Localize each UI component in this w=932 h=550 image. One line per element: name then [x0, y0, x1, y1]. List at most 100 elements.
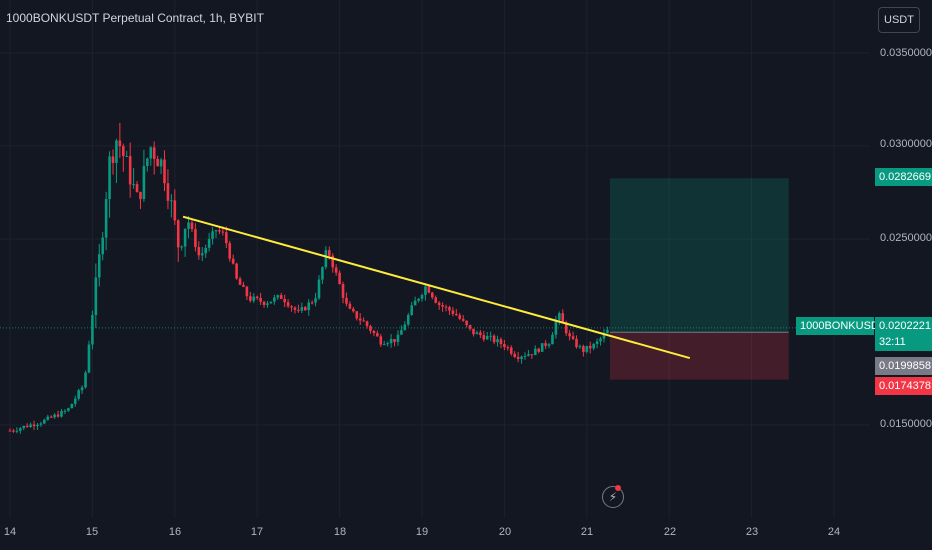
candle-body [485, 336, 489, 340]
candle-body [156, 158, 159, 167]
candle-body [297, 309, 300, 311]
candle-body [599, 338, 602, 342]
candle-body [506, 347, 510, 349]
candle-body [558, 313, 561, 320]
candle-body [400, 330, 403, 335]
candle-body [266, 303, 269, 305]
candle-body [67, 408, 70, 411]
candle-body [152, 147, 156, 159]
candle-body [307, 302, 310, 311]
candle-body [310, 302, 314, 304]
candle-body [218, 230, 221, 232]
time-tick: 15 [85, 526, 99, 538]
loss-zone [609, 332, 789, 380]
candle-body [149, 147, 153, 159]
candle-body [214, 230, 218, 232]
candle-body [125, 156, 129, 158]
lightning-icon[interactable]: ⚡ [602, 486, 624, 508]
candle-body [461, 318, 465, 321]
candle-body [544, 343, 547, 346]
candle-body [523, 355, 527, 357]
candle-body [352, 308, 355, 312]
candle-body [91, 315, 94, 345]
candle-body [393, 339, 396, 342]
candle-body [420, 294, 424, 299]
candle-body [530, 354, 534, 356]
candle-body [279, 295, 283, 299]
time-tick: 17 [250, 526, 264, 538]
last-price-tag: 0.0202221 32:11 [875, 317, 932, 351]
candle-body [118, 140, 122, 147]
time-tick: 19 [415, 526, 429, 538]
candle-body [146, 158, 149, 167]
candle-body [468, 325, 472, 329]
candle-body [235, 263, 238, 279]
candle-body [286, 302, 290, 307]
candle-body [561, 313, 565, 323]
candle-body [479, 332, 482, 336]
candle-body [197, 247, 201, 256]
candle-body [94, 277, 98, 316]
candle-body [242, 284, 245, 287]
candle-body [496, 339, 499, 343]
candle-body [43, 419, 46, 424]
candle-body [437, 302, 441, 306]
candle-body [180, 246, 183, 248]
candle-body [606, 329, 609, 334]
candle-body [221, 231, 225, 233]
long-position-tool[interactable] [609, 178, 789, 380]
profit-zone [609, 178, 789, 333]
candle-body [190, 222, 194, 230]
candle-body [36, 424, 39, 427]
candle-body [389, 339, 393, 344]
candle-body [321, 267, 324, 280]
currency-button[interactable]: USDT [878, 7, 920, 33]
symbol-price-label: 1000BONKUSDT.P [796, 317, 895, 335]
candle-body [194, 229, 197, 248]
candle-body [410, 305, 413, 315]
candle-body [46, 416, 50, 420]
candle-body [101, 237, 104, 255]
candle-body [12, 430, 15, 432]
candle-body [159, 159, 163, 167]
price-tick: 0.0250000 [880, 232, 932, 244]
candle-body [245, 286, 249, 297]
candle-body [39, 423, 43, 425]
candle-body [424, 286, 427, 295]
candle-body [331, 255, 335, 268]
candle-body [29, 424, 32, 428]
candle-body [87, 344, 91, 373]
candle-body [489, 335, 492, 337]
candle-body [547, 344, 551, 346]
candle-body [56, 414, 60, 417]
candle-body [53, 414, 56, 418]
candle-body [592, 343, 595, 349]
time-tick: 23 [745, 526, 759, 538]
candle-body [520, 356, 523, 359]
candle-body [32, 424, 36, 427]
candle-body [290, 306, 293, 308]
candle-body [77, 390, 80, 399]
candle-body [317, 279, 321, 299]
candle-body [365, 321, 369, 327]
trendline-drawing[interactable] [182, 215, 691, 360]
target-price-tag: 0.0282669 [875, 168, 932, 186]
candle-body [142, 166, 146, 200]
candle-body [475, 332, 479, 335]
time-tick: 14 [3, 526, 17, 538]
candle-body [187, 222, 190, 229]
candle-body [115, 140, 118, 163]
candle-body [84, 372, 87, 388]
candle-body [503, 344, 506, 348]
candle-body [568, 333, 571, 337]
candle-body [396, 334, 400, 342]
grid [0, 0, 870, 518]
candle-body [173, 200, 177, 221]
candle-body [166, 183, 170, 201]
candle-body [249, 296, 252, 301]
candle-body [575, 338, 578, 348]
candle-body [276, 295, 280, 298]
candle-body [328, 250, 331, 256]
